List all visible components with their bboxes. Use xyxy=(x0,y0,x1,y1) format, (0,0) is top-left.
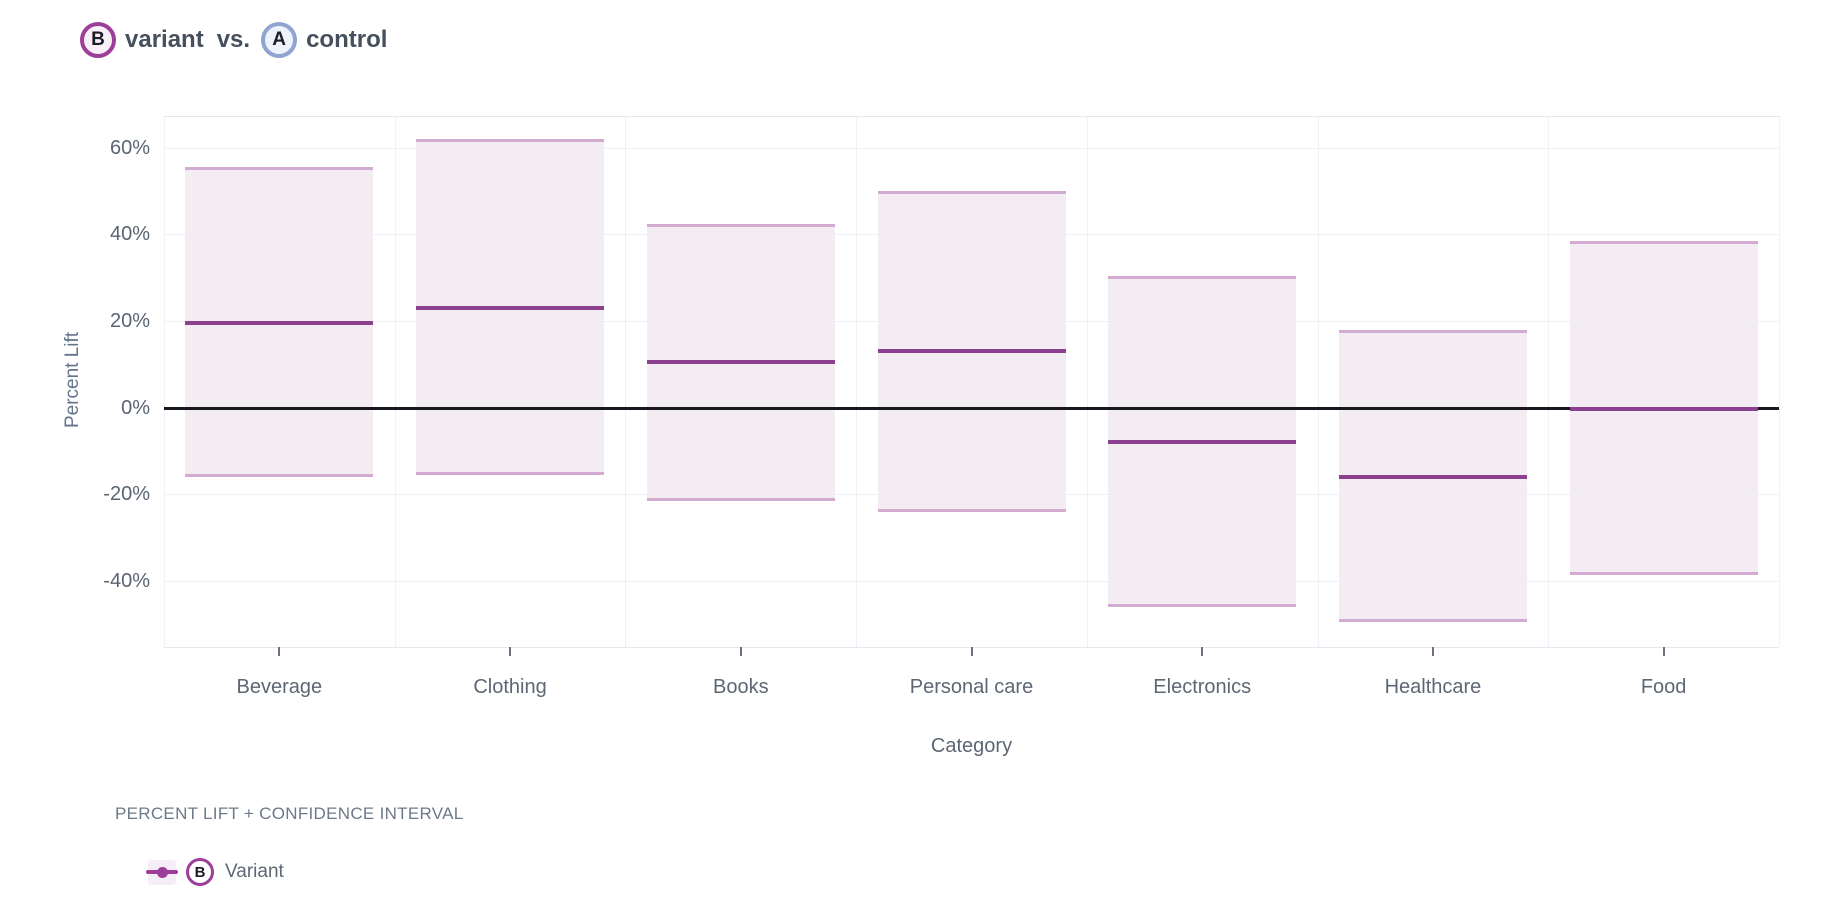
vertical-gridline xyxy=(625,116,627,647)
category-label-food: Food xyxy=(1640,676,1687,698)
x-tick xyxy=(970,647,973,656)
vertical-gridline xyxy=(164,116,165,647)
vertical-gridline xyxy=(1086,116,1088,647)
x-tick xyxy=(1662,647,1665,656)
category-label-personal-care: Personal care xyxy=(909,676,1034,698)
x-tick xyxy=(278,647,281,656)
zero-baseline xyxy=(164,406,1779,410)
y-tick-label: 40% xyxy=(109,223,150,246)
legend-item-variant[interactable]: B Variant xyxy=(146,858,284,886)
vs-label: vs. xyxy=(216,26,251,53)
vertical-gridline xyxy=(1779,116,1780,647)
lift-line-electronics[interactable] xyxy=(1108,440,1297,445)
vertical-gridline xyxy=(1317,116,1319,647)
horizontal-gridline xyxy=(164,581,1779,583)
chart-title: B variant vs. A control xyxy=(80,22,387,58)
control-label: control xyxy=(306,26,388,53)
plot-top-border xyxy=(164,116,1779,117)
vertical-gridline xyxy=(394,116,396,647)
y-tick-label: -20% xyxy=(103,483,150,506)
x-tick xyxy=(1431,647,1434,656)
y-tick-label: 20% xyxy=(109,310,150,333)
variant-line-swatch-icon xyxy=(146,859,178,885)
x-tick xyxy=(1201,647,1204,656)
lift-line-personal-care[interactable] xyxy=(877,349,1066,354)
lift-line-clothing[interactable] xyxy=(416,306,605,311)
control-a-badge: A xyxy=(261,22,298,58)
legend-item-label: Variant xyxy=(225,861,284,882)
x-tick xyxy=(739,647,742,656)
lift-line-food[interactable] xyxy=(1569,407,1758,412)
swatch-dot-icon xyxy=(156,866,168,878)
y-tick-label: 0% xyxy=(121,396,150,419)
lift-line-books[interactable] xyxy=(646,360,835,365)
y-axis-label: Percent Lift xyxy=(62,331,83,429)
y-tick-label: -40% xyxy=(103,570,150,593)
category-label-electronics: Electronics xyxy=(1153,676,1252,698)
vertical-gridline xyxy=(856,116,858,647)
category-label-clothing: Clothing xyxy=(473,676,547,698)
variant-label: variant xyxy=(125,26,204,53)
lift-line-healthcare[interactable] xyxy=(1338,475,1527,480)
category-label-healthcare: Healthcare xyxy=(1384,676,1482,698)
category-label-beverage: Beverage xyxy=(236,676,323,698)
x-tick xyxy=(509,647,512,656)
lift-line-beverage[interactable] xyxy=(185,321,374,326)
legend-heading: PERCENT LIFT + CONFIDENCE INTERVAL xyxy=(115,804,464,823)
variant-b-badge: B xyxy=(80,22,116,58)
category-label-books: Books xyxy=(712,676,769,698)
legend-b-badge: B xyxy=(186,858,214,886)
horizontal-gridline xyxy=(164,147,1779,149)
vertical-gridline xyxy=(1548,116,1550,647)
x-axis-label: Category xyxy=(930,735,1013,757)
y-tick-label: 60% xyxy=(109,136,150,159)
